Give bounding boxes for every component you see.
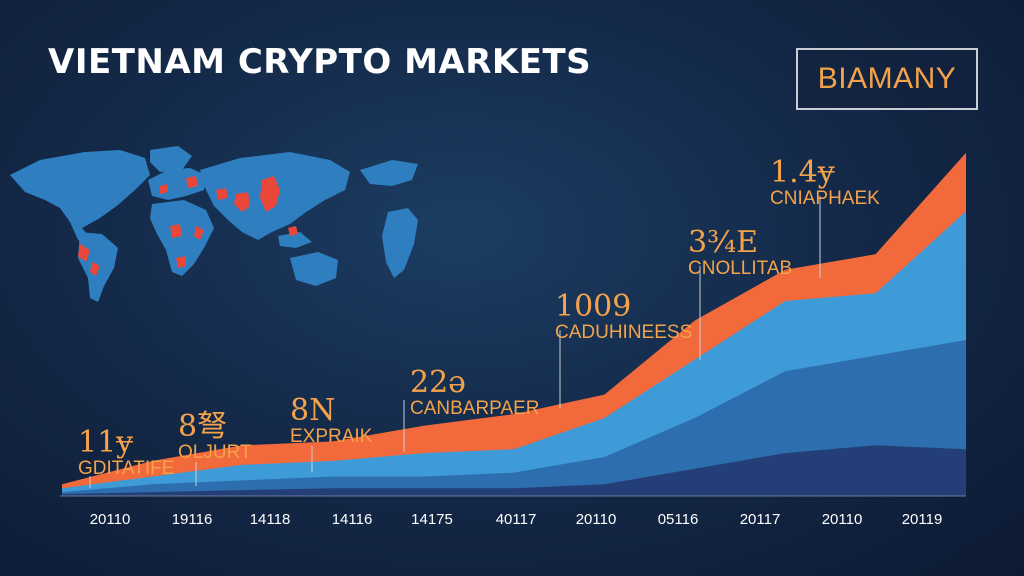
leader-lines <box>89 196 821 488</box>
annotation-label: CNIAPHAEK <box>770 188 880 209</box>
x-tick-label: 20119 <box>902 511 943 528</box>
area-series-3 <box>62 340 966 496</box>
x-tick-label: 19116 <box>172 511 213 528</box>
annotation-label: OLJURT <box>178 442 252 463</box>
brand-badge: BIAMANY <box>796 48 978 110</box>
annotation-label: EXPRAIK <box>290 426 373 447</box>
annotation-value: 11ɏ <box>78 425 133 460</box>
x-tick-label: 20117 <box>740 511 781 528</box>
area-series-4 <box>62 445 966 496</box>
annotation-value: 1009 <box>555 289 631 324</box>
annotation-value: 1.4ɏ <box>770 155 835 190</box>
annotation-value: 8N <box>290 393 335 428</box>
annotation-value: 3¾E <box>688 225 758 260</box>
x-tick-label: 14175 <box>411 511 453 528</box>
x-tick-label: 05116 <box>658 511 699 528</box>
annotation-value: 22ǝ <box>410 365 466 400</box>
annotation-label: CADUHINEESS <box>555 322 692 343</box>
annotation-label: CNOLLITAB <box>688 258 792 279</box>
x-tick-label: 20110 <box>576 511 617 528</box>
area-layers <box>62 152 966 497</box>
world-map-icon <box>10 146 418 302</box>
brand-text: BIAMANY <box>817 62 957 95</box>
x-tick-label: 14116 <box>332 511 373 528</box>
annotation-value: 8弩 <box>178 409 227 444</box>
x-tick-label: 20110 <box>822 511 863 528</box>
x-axis-ticks: 20110 19116 14118 14116 14175 40117 20110 05116… <box>90 511 943 528</box>
page-title: VIETNAM CRYPTO MARKETS <box>48 42 592 82</box>
annotation-label: CANBARPAER <box>410 398 540 419</box>
x-tick-label: 20110 <box>90 511 131 528</box>
x-tick-label: 40117 <box>496 511 537 528</box>
annotation-label: GDITATIFE <box>78 458 174 479</box>
x-tick-label: 14118 <box>250 511 291 528</box>
